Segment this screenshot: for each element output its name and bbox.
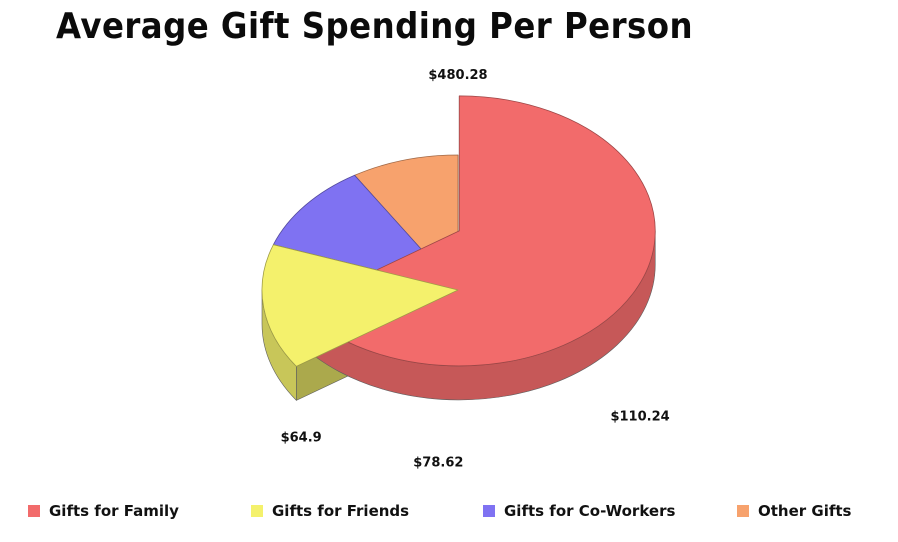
value-label-gifts-for-family: $480.28 (428, 68, 487, 83)
value-label-gifts-for-co-workers: $78.62 (413, 455, 463, 470)
legend-item-friends: Gifts for Friends (251, 500, 409, 522)
chart-legend: Gifts for Family Gifts for Friends Gifts… (0, 500, 898, 526)
legend-label-other: Other Gifts (758, 502, 852, 520)
legend-label-friends: Gifts for Friends (272, 502, 410, 520)
legend-swatch-other (737, 505, 749, 517)
legend-swatch-friends (251, 505, 263, 517)
chart-title: Average Gift Spending Per Person (56, 6, 693, 47)
legend-item-other: Other Gifts (737, 500, 851, 522)
legend-swatch-family (28, 505, 40, 517)
legend-label-coworkers: Gifts for Co-Workers (504, 502, 676, 520)
legend-item-coworkers: Gifts for Co-Workers (483, 500, 675, 522)
pie-chart: $480.28 $110.24 $78.62 $64.9 (261, 68, 670, 470)
value-label-other-gifts: $64.9 (281, 430, 322, 445)
legend-swatch-coworkers (483, 505, 495, 517)
slice-gifts-for-friends (261, 244, 459, 367)
pie-value-labels: $480.28 $110.24 $78.62 $64.9 (281, 68, 670, 470)
legend-label-family: Gifts for Family (49, 502, 179, 520)
value-label-gifts-for-friends: $110.24 (610, 409, 669, 424)
pie-top-layer (261, 95, 656, 367)
legend-item-family: Gifts for Family (28, 500, 179, 522)
